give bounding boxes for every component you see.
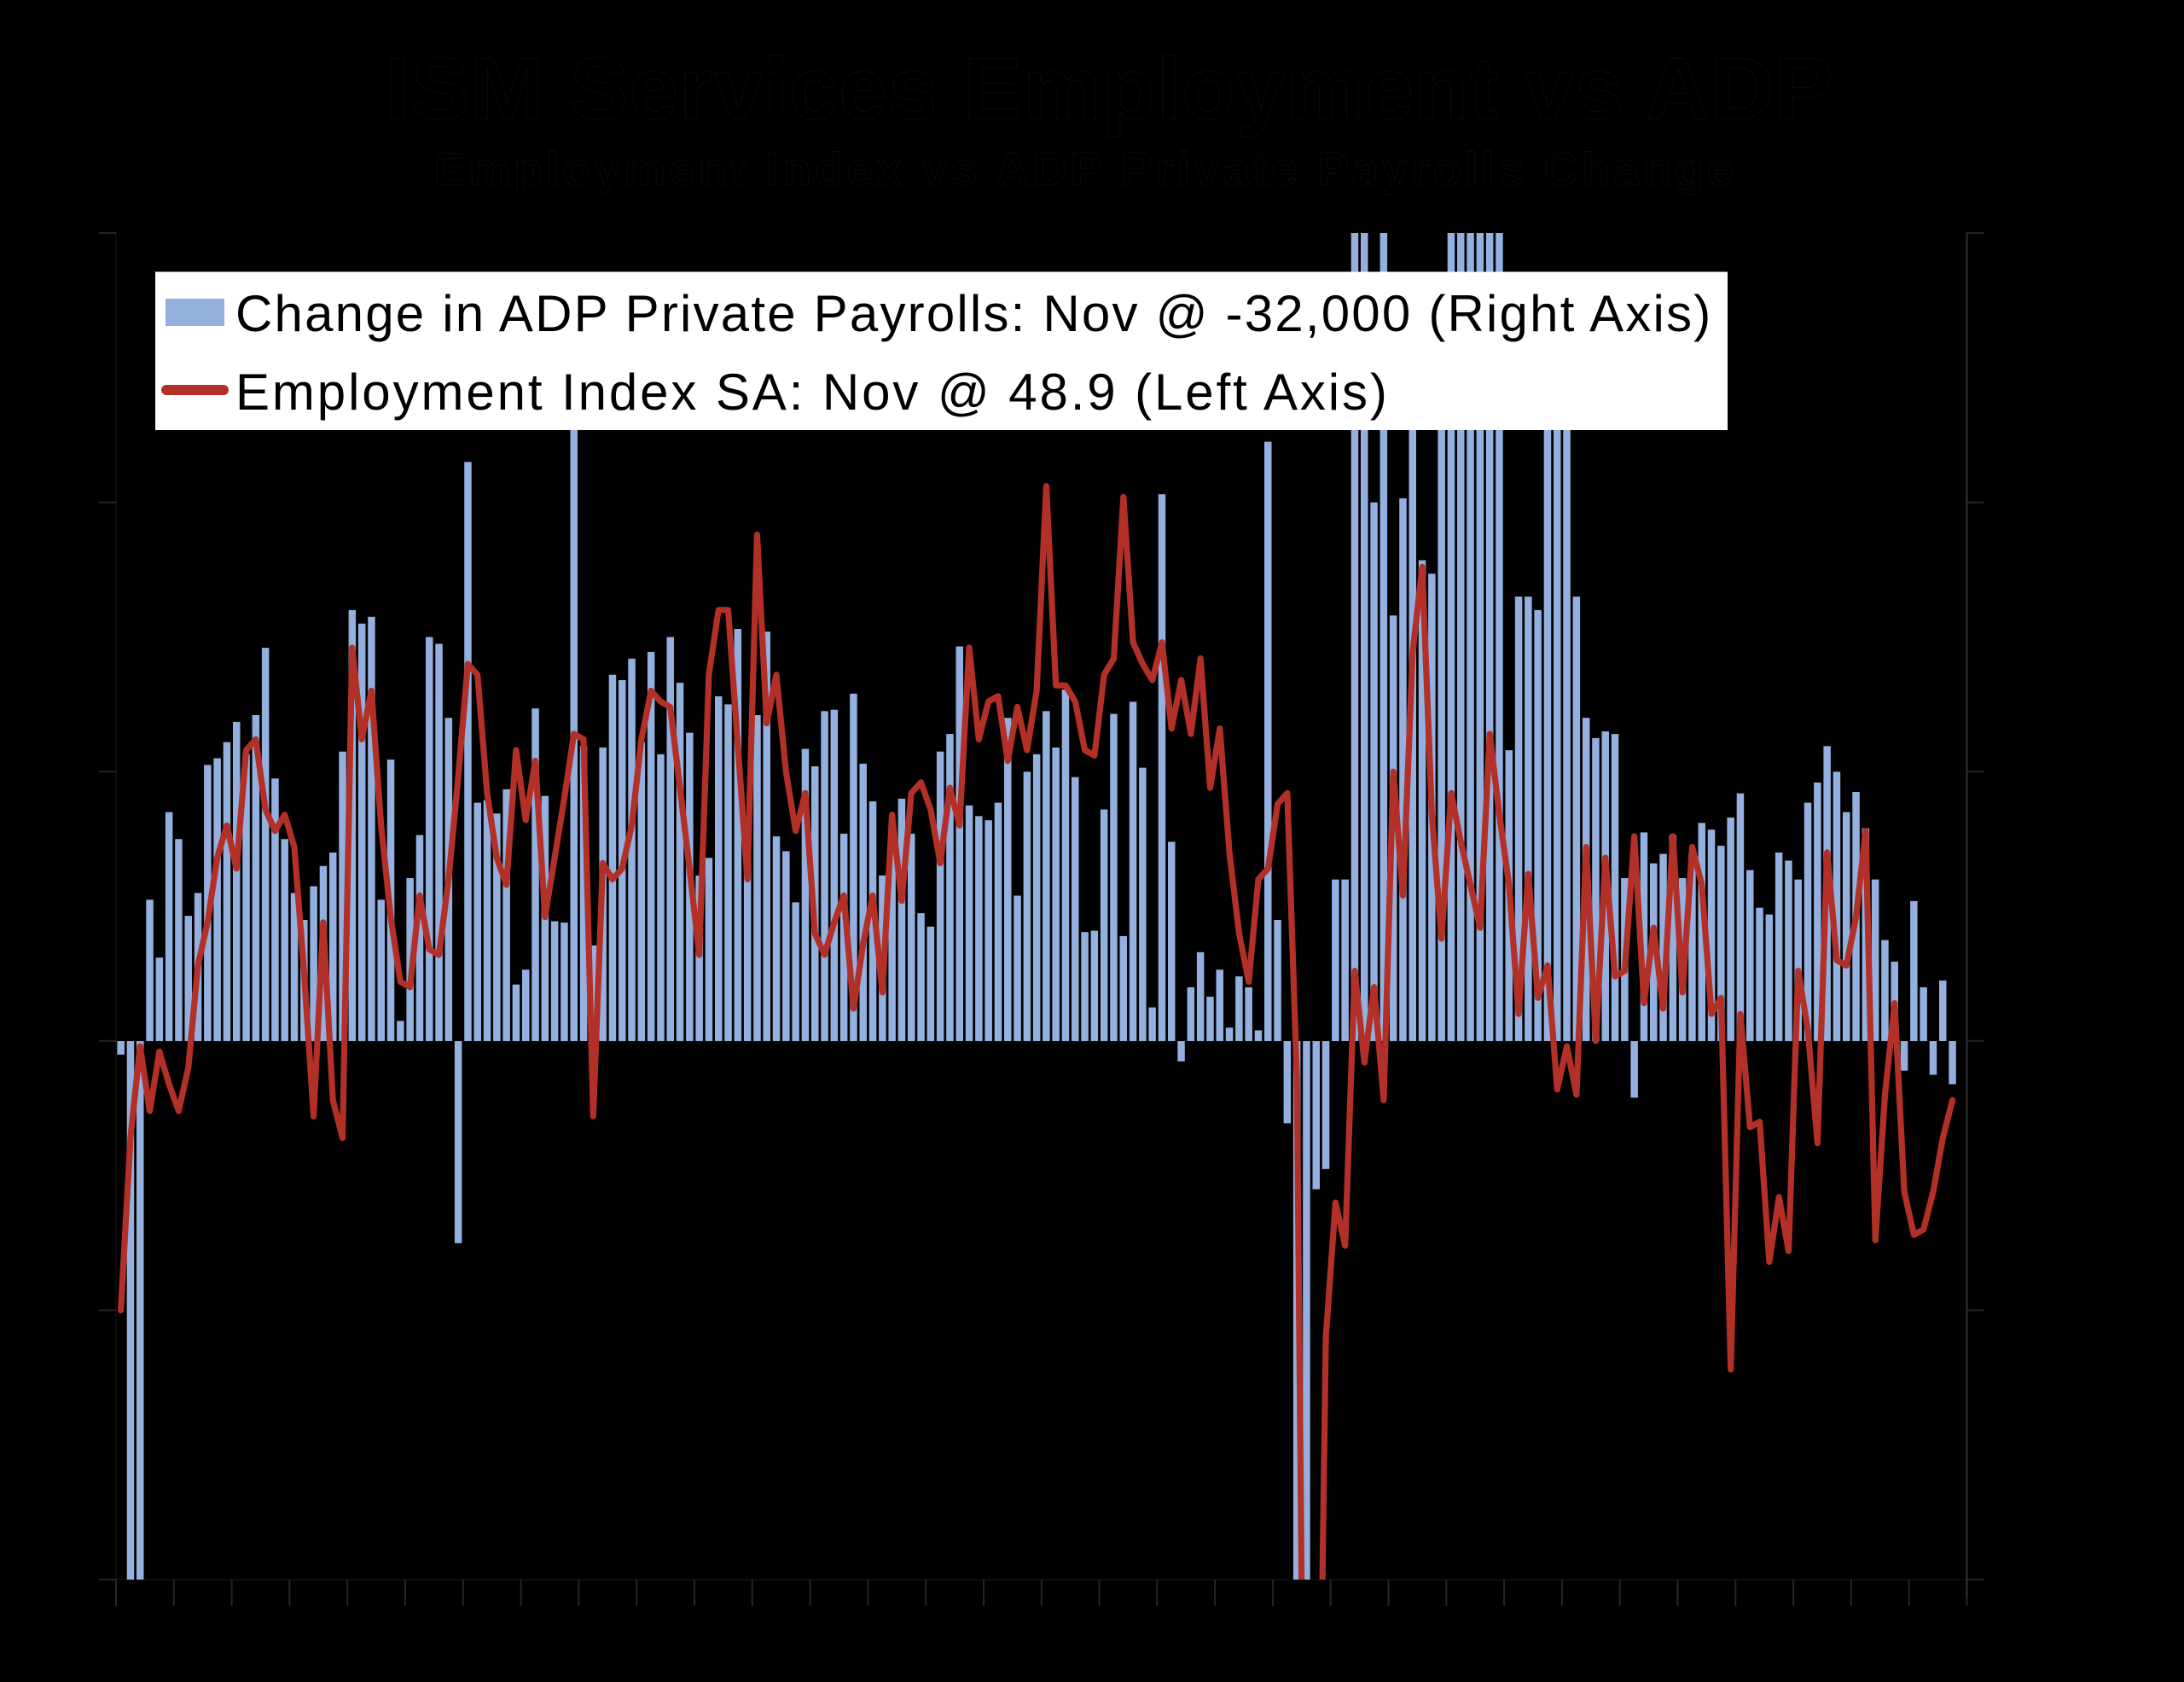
svg-text:19: 19 — [1133, 1620, 1191, 1678]
svg-text:50: 50 — [7, 1012, 65, 1070]
svg-text:14: 14 — [555, 1620, 613, 1678]
svg-text:21: 21 — [1364, 1620, 1422, 1678]
svg-text:-400: -400 — [2012, 1551, 2121, 1609]
svg-text:10: 10 — [92, 1620, 150, 1678]
svg-text:12: 12 — [323, 1620, 381, 1678]
svg-text:55: 55 — [7, 742, 65, 800]
svg-text:Employment Index vs ADP Privat: Employment Index vs ADP Private Payrolls… — [434, 143, 1737, 195]
svg-text:40: 40 — [7, 1551, 65, 1609]
svg-text:200: 200 — [2012, 742, 2102, 800]
svg-text:18: 18 — [1017, 1620, 1075, 1678]
svg-text:23: 23 — [1595, 1620, 1653, 1678]
svg-text:65: 65 — [7, 204, 65, 262]
svg-text:ISM Services Employment vs ADP: ISM Services Employment vs ADP — [386, 39, 1834, 137]
svg-text:17: 17 — [902, 1620, 960, 1678]
svg-text:Employment Index SA: Nov @ 48.: Employment Index SA: Nov @ 48.9 (Left Ax… — [235, 364, 1390, 421]
svg-text:11: 11 — [209, 1620, 263, 1678]
svg-text:20: 20 — [1249, 1620, 1307, 1678]
svg-text:24: 24 — [1711, 1620, 1769, 1678]
svg-text:600: 600 — [2012, 204, 2102, 262]
svg-text:45: 45 — [7, 1281, 65, 1339]
svg-text:Change in ADP Private Payrolls: Change in ADP Private Payrolls: Nov @ -3… — [235, 285, 1712, 342]
svg-text:0: 0 — [2012, 1012, 2042, 1070]
svg-text:60: 60 — [7, 474, 65, 532]
svg-text:25: 25 — [1827, 1620, 1885, 1678]
svg-text:400: 400 — [2012, 474, 2102, 532]
svg-text:15: 15 — [671, 1620, 729, 1678]
svg-text:-200: -200 — [2012, 1281, 2121, 1339]
svg-text:16: 16 — [786, 1620, 844, 1678]
svg-text:22: 22 — [1480, 1620, 1538, 1678]
svg-text:13: 13 — [439, 1620, 497, 1678]
